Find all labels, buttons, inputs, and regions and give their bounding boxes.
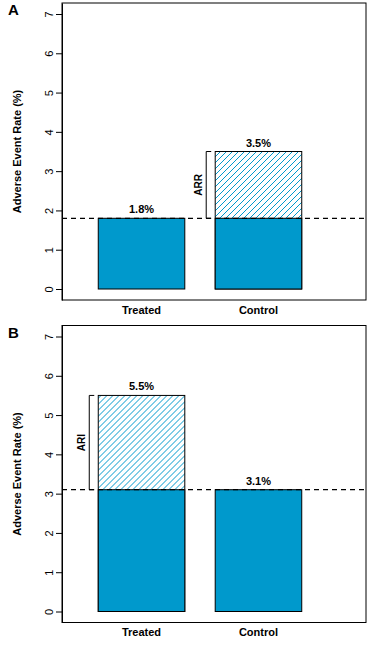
tick-label: 4 bbox=[43, 129, 55, 135]
tick: 2 bbox=[43, 208, 62, 214]
tick-mark bbox=[56, 289, 62, 290]
tick-label: 2 bbox=[43, 530, 55, 536]
tick-label: 6 bbox=[43, 51, 55, 57]
x-axis: Treated Control bbox=[63, 300, 339, 316]
tick-mark bbox=[56, 53, 62, 54]
plot-frame bbox=[62, 3, 366, 300]
tick-label: 5 bbox=[43, 90, 55, 96]
tick-mark bbox=[56, 494, 62, 495]
bar bbox=[98, 218, 185, 289]
tick-label: Treated bbox=[122, 626, 161, 638]
tick-mark bbox=[56, 171, 62, 172]
tick-label: 2 bbox=[43, 208, 55, 214]
axis-line bbox=[63, 623, 339, 624]
tick: 4 bbox=[43, 129, 62, 135]
plot-area bbox=[62, 395, 366, 611]
y-axis: 0 1 2 3 4 5 6 7 bbox=[43, 4, 63, 301]
data-label: 5.5% bbox=[129, 380, 154, 392]
tick-mark bbox=[56, 210, 62, 211]
tick: 7 bbox=[43, 334, 62, 340]
bar-base bbox=[215, 218, 302, 289]
figure: 0 1 2 3 4 5 6 7 Treated Control 1.8% 3.5% ARR Adverse… bbox=[0, 0, 369, 645]
bar bbox=[215, 490, 302, 612]
axis-line bbox=[62, 4, 63, 301]
tick: 4 bbox=[43, 452, 62, 458]
tick: Treated bbox=[122, 300, 161, 316]
tick: 5 bbox=[43, 90, 62, 96]
tick: 1 bbox=[43, 570, 62, 576]
tick-label: 3 bbox=[43, 491, 55, 497]
tick: 6 bbox=[43, 373, 62, 379]
tick-mark bbox=[56, 14, 62, 15]
tick: 0 bbox=[43, 609, 62, 615]
annotation: ARI bbox=[76, 434, 87, 451]
axis-line bbox=[63, 300, 339, 301]
tick-mark bbox=[56, 132, 62, 133]
tick-mark bbox=[56, 572, 62, 573]
tick-label: 7 bbox=[43, 334, 55, 340]
data-label: 3.1% bbox=[246, 475, 271, 487]
tick-label: Treated bbox=[122, 304, 161, 316]
reference-line bbox=[62, 218, 366, 219]
tick: 0 bbox=[43, 286, 62, 292]
panel: 0 1 2 3 4 5 6 7 Treated Control 1.8% 3.5% ARR Adverse… bbox=[8, 1, 366, 316]
tick-mark bbox=[56, 337, 62, 338]
bar-base bbox=[98, 490, 185, 612]
plot-area bbox=[62, 152, 366, 290]
bar bbox=[215, 152, 302, 290]
tick-mark bbox=[56, 415, 62, 416]
tick-label: 7 bbox=[43, 11, 55, 17]
data-label: 1.8% bbox=[129, 203, 154, 215]
tick-label: 5 bbox=[43, 413, 55, 419]
tick-label: 4 bbox=[43, 452, 55, 458]
tick: Treated bbox=[122, 623, 161, 639]
x-axis: Treated Control bbox=[63, 623, 339, 639]
tick-label: 1 bbox=[43, 570, 55, 576]
bar bbox=[98, 395, 185, 611]
tick-label: 3 bbox=[43, 169, 55, 175]
tick-label: 1 bbox=[43, 247, 55, 253]
tick: 7 bbox=[43, 11, 62, 17]
tick: 3 bbox=[43, 491, 62, 497]
tick: Control bbox=[239, 300, 278, 316]
tick: 3 bbox=[43, 169, 62, 175]
axis-title: Adverse Event Rate (%) bbox=[11, 412, 23, 536]
annotation: ARR bbox=[193, 173, 204, 195]
tick-mark bbox=[56, 454, 62, 455]
panel-label: A bbox=[8, 1, 19, 18]
tick: 6 bbox=[43, 51, 62, 57]
tick-mark bbox=[56, 250, 62, 251]
tick-mark bbox=[56, 533, 62, 534]
panel-label: B bbox=[8, 324, 19, 341]
data-label: 3.5% bbox=[246, 137, 271, 149]
y-axis: 0 1 2 3 4 5 6 7 bbox=[43, 326, 63, 623]
tick-mark bbox=[56, 612, 62, 613]
axis-line bbox=[62, 326, 63, 623]
tick: 2 bbox=[43, 530, 62, 536]
tick-mark bbox=[56, 376, 62, 377]
axis-title: Adverse Event Rate (%) bbox=[11, 89, 23, 213]
panel: 0 1 2 3 4 5 6 7 Treated Control 5.5% 3.1% ARI Adverse… bbox=[8, 324, 366, 639]
tick-label: Control bbox=[239, 626, 278, 638]
tick-label: Control bbox=[239, 304, 278, 316]
tick-label: 0 bbox=[43, 286, 55, 292]
tick: 5 bbox=[43, 413, 62, 419]
tick: 1 bbox=[43, 247, 62, 253]
tick-mark bbox=[56, 93, 62, 94]
tick-label: 6 bbox=[43, 373, 55, 379]
bracket bbox=[206, 152, 211, 219]
tick-label: 0 bbox=[43, 609, 55, 615]
plot-frame bbox=[62, 326, 366, 623]
tick: Control bbox=[239, 623, 278, 639]
reference-line bbox=[62, 489, 366, 490]
bracket bbox=[89, 395, 94, 489]
